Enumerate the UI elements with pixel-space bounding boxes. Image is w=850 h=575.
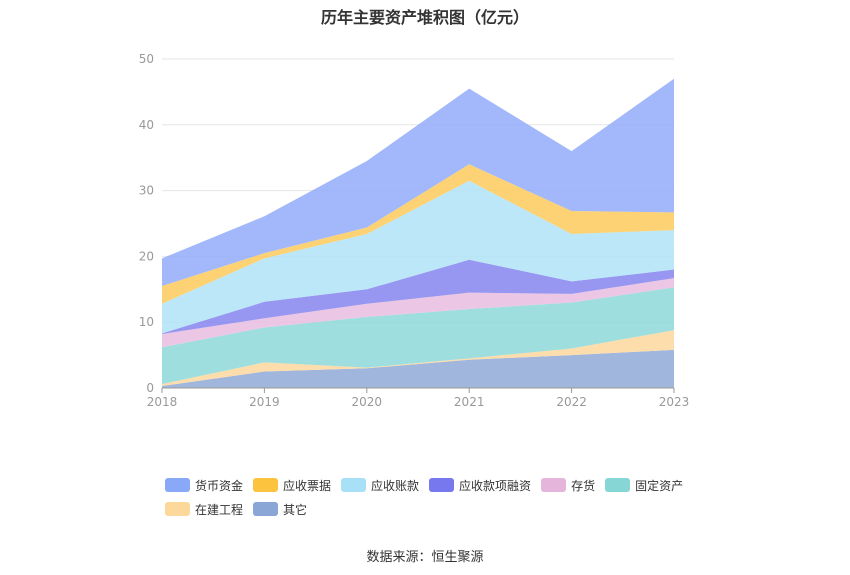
area-series	[162, 349, 674, 388]
stacked-area-chart: 0 10 20 30 40 50 2018 2019 2020 2021 2022 2023	[139, 52, 690, 409]
legend-item-notes-receivable[interactable]: 应收票据	[253, 477, 331, 494]
area-series	[162, 278, 674, 348]
y-tick-label: 0	[146, 381, 154, 395]
y-tick-label: 40	[139, 118, 154, 132]
legend-label: 存货	[571, 478, 596, 493]
legend-swatch	[605, 478, 631, 492]
x-tick-label: 2021	[454, 395, 485, 409]
legend-item-other[interactable]: 其它	[253, 501, 307, 518]
y-tick-label: 30	[139, 184, 154, 198]
x-tick-label: 2020	[352, 395, 383, 409]
legend-item-accounts-receivable[interactable]: 应收账款	[341, 477, 419, 494]
y-tick-label: 20	[139, 249, 154, 263]
y-tick-label: 10	[139, 315, 154, 329]
legend-swatch	[541, 478, 567, 492]
legend-label: 应收账款	[371, 478, 420, 493]
legend-item-cash[interactable]: 货币资金	[165, 477, 243, 494]
y-tick-label: 50	[139, 52, 154, 66]
area-series	[162, 259, 674, 335]
area-series	[162, 180, 674, 334]
legend-item-construction-in-progress[interactable]: 在建工程	[165, 501, 243, 518]
data-source: 数据来源：恒生聚源	[366, 550, 484, 565]
legend-swatch	[429, 478, 455, 492]
area-series	[162, 164, 674, 304]
x-tick-label: 2023	[659, 395, 690, 409]
legend-item-fixed-assets[interactable]: 固定资产	[605, 477, 683, 494]
legend-swatch	[341, 478, 367, 492]
legend-label: 应收票据	[283, 478, 332, 493]
legend-label: 其它	[283, 502, 308, 517]
legend-swatch	[253, 502, 279, 516]
legend-label: 在建工程	[195, 502, 244, 517]
area-series	[162, 287, 674, 385]
legend-item-receivables-financing[interactable]: 应收款项融资	[429, 477, 531, 494]
legend-swatch	[165, 478, 190, 492]
legend-label: 应收款项融资	[459, 478, 532, 493]
x-tick-label: 2019	[249, 395, 280, 409]
legend-label: 货币资金	[195, 478, 244, 493]
chart-title: 历年主要资产堆积图（亿元）	[320, 8, 529, 27]
legend-swatch	[165, 502, 190, 516]
legend-row-2: 在建工程 其它	[165, 497, 705, 521]
x-tick-label: 2018	[147, 395, 178, 409]
legend-row-1: 货币资金 应收票据 应收账款 应收款项融资 存货 固定资产	[165, 473, 705, 497]
chart-legend: 货币资金 应收票据 应收账款 应收款项融资 存货 固定资产 在建工程	[165, 473, 705, 521]
x-tick-label: 2022	[556, 395, 587, 409]
legend-swatch	[253, 478, 279, 492]
area-series	[162, 78, 674, 287]
legend-label: 固定资产	[635, 478, 684, 493]
legend-item-inventory[interactable]: 存货	[541, 477, 595, 494]
